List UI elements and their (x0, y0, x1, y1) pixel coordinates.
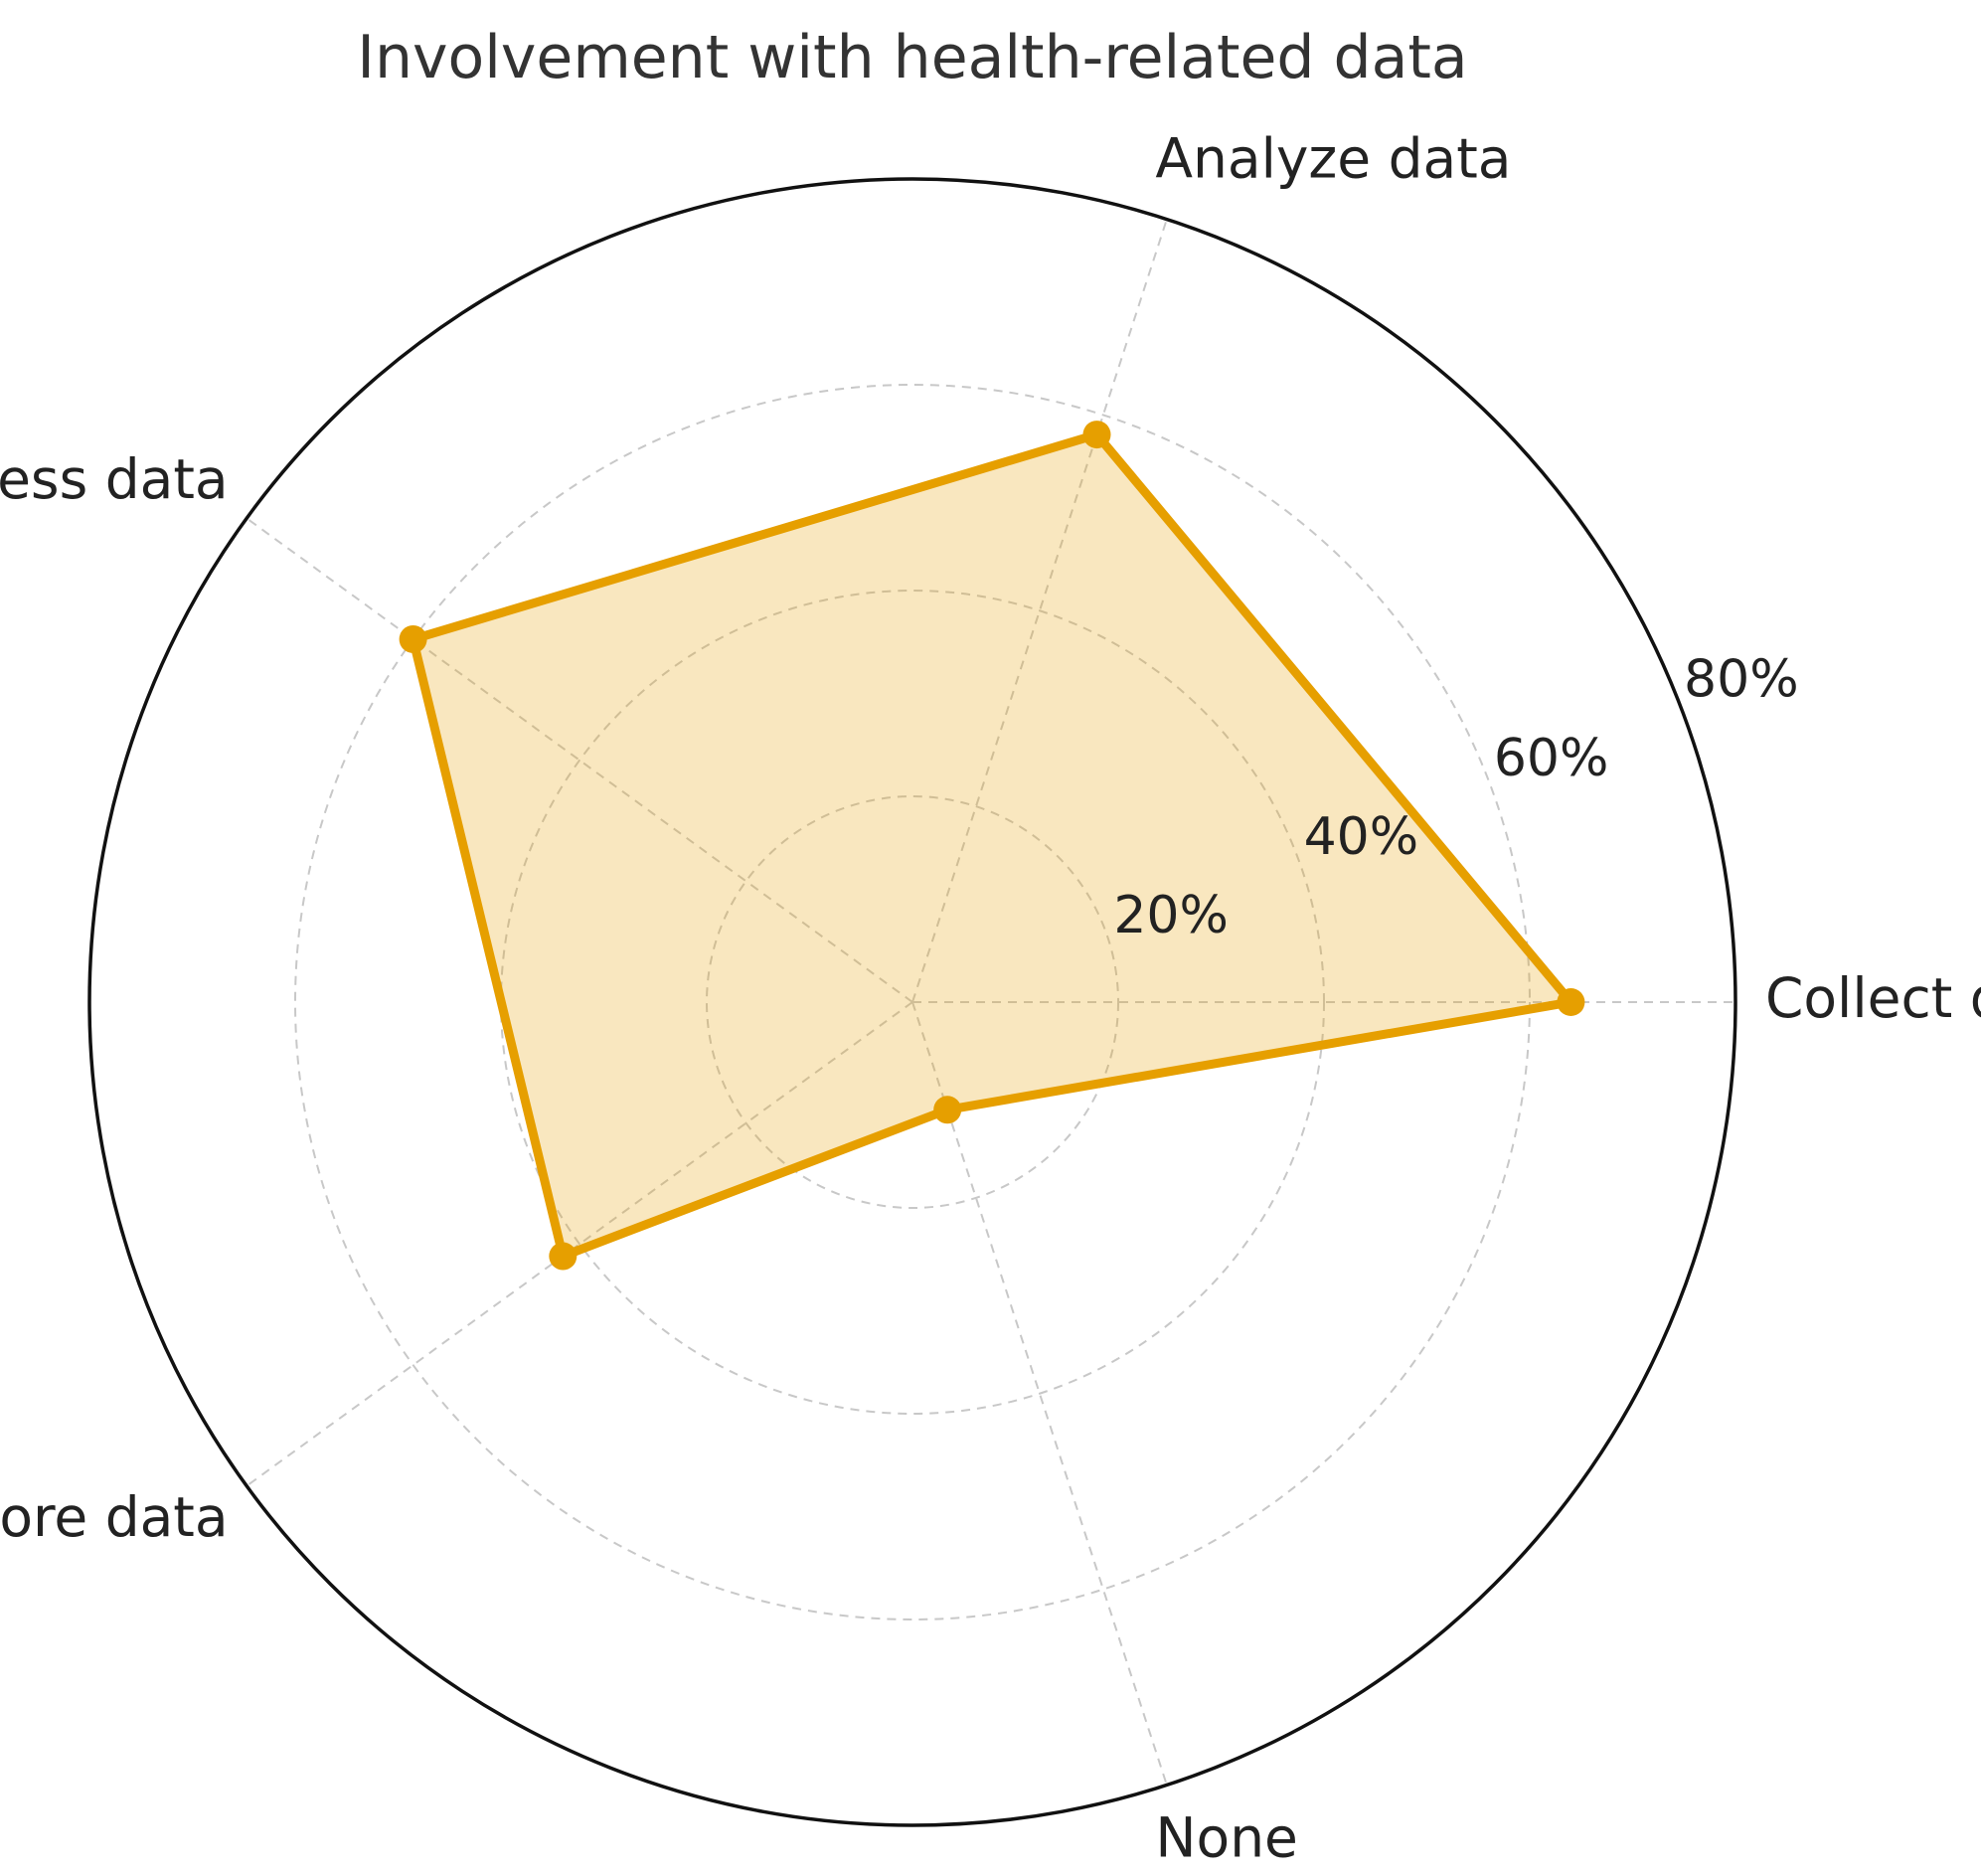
series-point (1082, 421, 1111, 449)
series-layer (399, 421, 1585, 1271)
series-point (1557, 988, 1585, 1016)
category-label: None (1155, 1806, 1298, 1870)
spoke-line (911, 1001, 1168, 1786)
outer-ring (87, 177, 1737, 1827)
category-label: Store data (0, 1485, 229, 1549)
spoke-line (246, 517, 913, 1003)
series-area (409, 429, 1575, 1262)
category-label: Analyze data (1155, 127, 1511, 191)
spoke-line (911, 219, 1168, 1003)
category-label: Collect data (1765, 966, 1981, 1030)
r-tick-label: 80% (1684, 650, 1799, 710)
grid-ring (706, 795, 1119, 1209)
r-tick-label: 20% (1113, 886, 1229, 945)
series-point (549, 1242, 578, 1271)
category-label: Access data (0, 447, 229, 511)
r-tick-label: 40% (1304, 807, 1419, 867)
chart-title: Involvement with health-related data (357, 23, 1467, 92)
spoke-line (246, 1001, 913, 1487)
series-point (933, 1096, 962, 1124)
label-layer: 20% 40% 60% 80% Collect data Analyze data Acce… (0, 127, 1981, 1870)
grid-ring (294, 384, 1531, 1620)
series-point (399, 624, 427, 653)
r-tick-label: 60% (1494, 729, 1609, 788)
